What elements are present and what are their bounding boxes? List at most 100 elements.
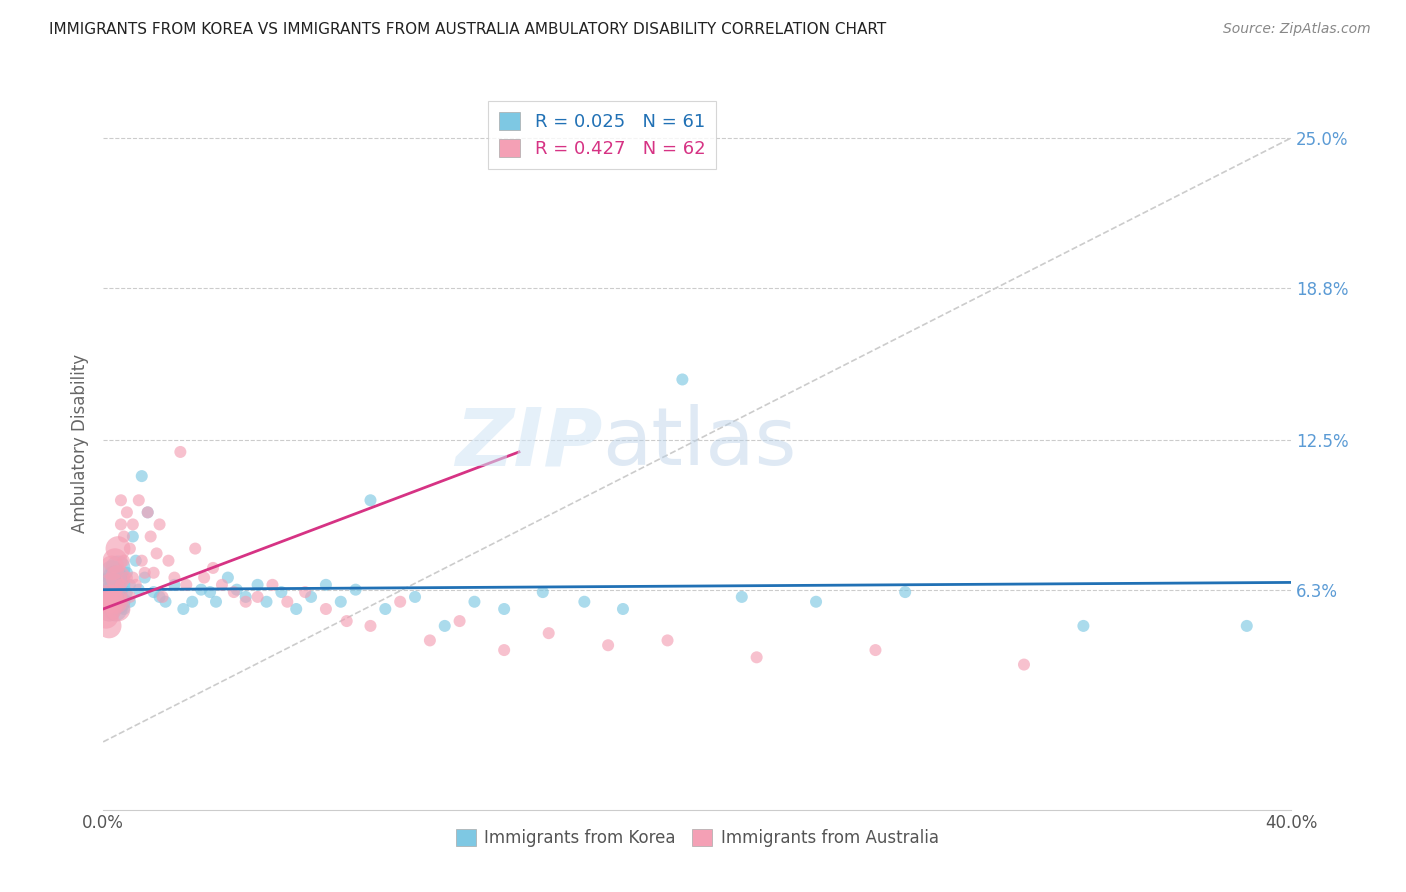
Point [104,554,127,568]
Point [125,578,148,592]
Point [152,590,174,604]
Point [285,602,308,616]
Point [359,619,381,633]
Point [131,469,153,483]
Point [98,590,121,604]
Point [463,595,485,609]
Point [225,582,247,597]
Point [121,529,143,543]
Point [574,595,596,609]
Point [157,554,180,568]
Point [131,554,153,568]
Point [176,578,198,592]
Point [104,590,127,604]
Point [107,578,129,592]
Point [276,595,298,609]
Text: IMMIGRANTS FROM KOREA VS IMMIGRANTS FROM AUSTRALIA AMBULATORY DISABILITY CORRELA: IMMIGRANTS FROM KOREA VS IMMIGRANTS FROM… [49,22,886,37]
Point [136,505,159,519]
Point [145,546,167,560]
Point [155,595,177,609]
Point [101,561,124,575]
Point [125,554,148,568]
Point [121,571,143,585]
Point [107,561,129,575]
Point [101,585,124,599]
Point [494,602,516,616]
Point [1012,657,1035,672]
Point [163,578,186,592]
Point [110,578,132,592]
Point [894,585,917,599]
Point [104,571,127,585]
Point [294,585,316,599]
Text: ZIP: ZIP [454,404,602,483]
Point [315,578,337,592]
Point [115,571,138,585]
Point [104,590,127,604]
Point [163,571,186,585]
Point [110,517,132,532]
Point [169,445,191,459]
Point [110,582,132,597]
Point [344,582,367,597]
Point [205,595,228,609]
Point [101,595,124,609]
Point [449,614,471,628]
Point [537,626,560,640]
Point [115,585,138,599]
Point [101,566,124,580]
Point [112,602,135,616]
Point [433,619,456,633]
Point [118,595,141,609]
Point [198,585,221,599]
Point [657,633,679,648]
Point [1236,619,1258,633]
Point [94,609,117,624]
Point [94,595,117,609]
Point [671,372,693,386]
Point [148,517,170,532]
Point [211,578,233,592]
Point [404,590,426,604]
Point [101,595,124,609]
Point [256,595,278,609]
Point [270,585,292,599]
Point [299,590,322,604]
Point [142,566,165,580]
Point [804,595,827,609]
Point [142,585,165,599]
Point [181,595,204,609]
Point [107,602,129,616]
Point [494,643,516,657]
Point [531,585,554,599]
Point [136,505,159,519]
Point [359,493,381,508]
Legend: R = 0.025   N = 61, R = 0.427   N = 62: R = 0.025 N = 61, R = 0.427 N = 62 [488,101,717,169]
Point [374,602,396,616]
Point [115,505,138,519]
Point [101,578,124,592]
Point [336,614,359,628]
Point [98,578,121,592]
Point [118,578,141,592]
Point [112,529,135,543]
Point [598,638,620,652]
Point [222,585,245,599]
Point [139,529,162,543]
Y-axis label: Ambulatory Disability: Ambulatory Disability [72,354,89,533]
Text: atlas: atlas [602,404,797,483]
Point [217,571,239,585]
Point [107,571,129,585]
Point [128,582,150,597]
Point [128,493,150,508]
Point [235,590,257,604]
Point [148,590,170,604]
Point [118,590,141,604]
Point [1073,619,1095,633]
Point [193,571,215,585]
Point [190,582,212,597]
Point [246,578,269,592]
Point [745,650,768,665]
Point [112,571,135,585]
Point [98,619,121,633]
